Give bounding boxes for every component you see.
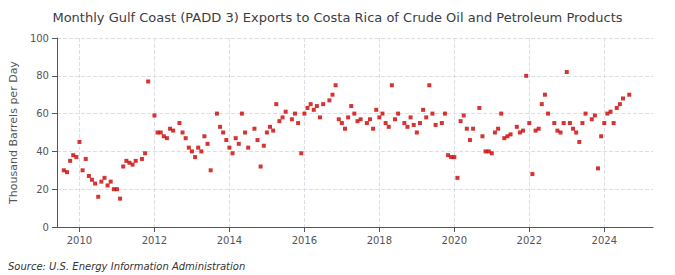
svg-text:20: 20 bbox=[36, 184, 49, 195]
svg-text:2014: 2014 bbox=[217, 235, 242, 246]
svg-text:2024: 2024 bbox=[592, 235, 617, 246]
svg-text:80: 80 bbox=[36, 70, 49, 81]
svg-text:40: 40 bbox=[36, 146, 49, 157]
svg-text:2018: 2018 bbox=[367, 235, 392, 246]
svg-text:2020: 2020 bbox=[442, 235, 467, 246]
svg-text:Thousand Barrels per Day: Thousand Barrels per Day bbox=[7, 61, 20, 205]
svg-text:60: 60 bbox=[36, 108, 49, 119]
svg-text:2016: 2016 bbox=[292, 235, 317, 246]
svg-text:2012: 2012 bbox=[142, 235, 167, 246]
svg-text:0: 0 bbox=[43, 222, 49, 233]
svg-text:Source: U.S. Energy Informatio: Source: U.S. Energy Information Administ… bbox=[8, 261, 245, 272]
svg-text:Monthly Gulf Coast (PADD 3) Ex: Monthly Gulf Coast (PADD 3) Exports to C… bbox=[52, 10, 622, 25]
svg-text:2010: 2010 bbox=[67, 235, 92, 246]
svg-text:100: 100 bbox=[30, 33, 49, 44]
svg-text:2022: 2022 bbox=[517, 235, 542, 246]
